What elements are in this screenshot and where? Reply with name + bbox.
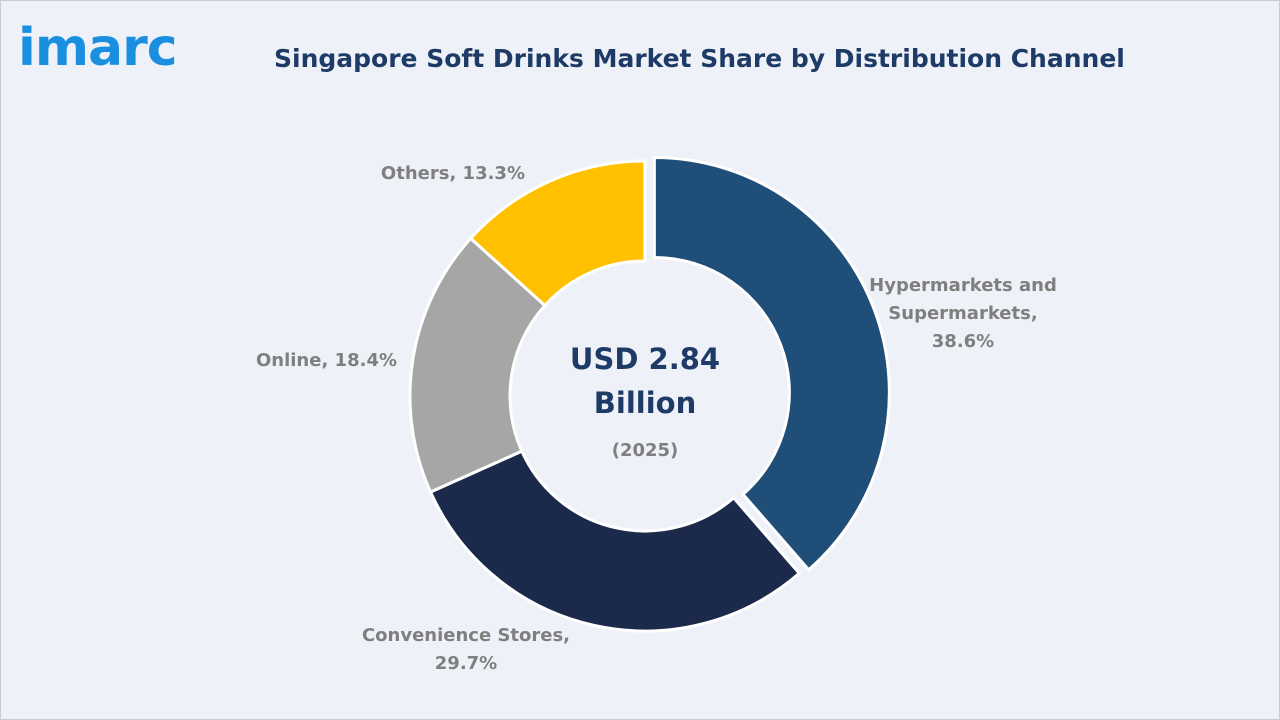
center-group: USD 2.84 Billion (2025) [570, 342, 720, 461]
slice-others [468, 159, 647, 308]
label-others: Others, 13.3% [381, 163, 525, 184]
slice-online [408, 236, 547, 495]
center-value-line1: USD 2.84 [570, 342, 720, 376]
label-line: Others, 13.3% [381, 163, 525, 184]
slice-convenience-stores [428, 449, 802, 633]
label-line: Supermarkets, [888, 303, 1037, 324]
labels-group: Hypermarkets and Supermarkets, 38.6% Conven… [256, 163, 1057, 674]
center-year: (2025) [612, 440, 679, 461]
label-line: 29.7% [435, 653, 497, 674]
chart-title: Singapore Soft Drinks Market Share by Di… [274, 44, 1125, 73]
center-value-line2: Billion [594, 386, 696, 420]
label-convenience-stores: Convenience Stores, 29.7% [362, 625, 570, 674]
label-line: Convenience Stores, [362, 625, 570, 646]
label-hypermarkets-and-supermarkets: Hypermarkets and Supermarkets, 38.6% [869, 275, 1057, 352]
label-line: 38.6% [932, 331, 994, 352]
slices-group [408, 155, 891, 633]
slice-hypermarkets-and-supermarkets [652, 155, 891, 572]
label-line: Hypermarkets and [869, 275, 1057, 296]
imarc-logo: imarc [18, 18, 178, 78]
label-online: Online, 18.4% [256, 350, 397, 371]
label-line: Online, 18.4% [256, 350, 397, 371]
